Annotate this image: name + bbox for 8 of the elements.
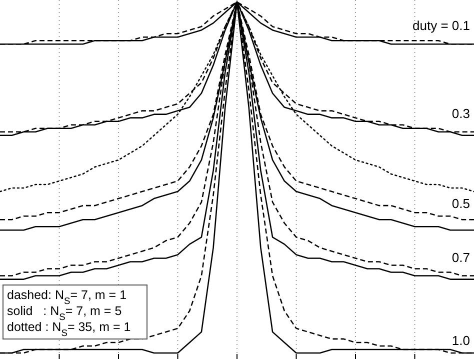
annotation: 0.7 [452,250,470,265]
annotation: dotted : N$_{S}$= 35, m = 1 [7,320,131,338]
annotation: 1.0 [452,333,470,348]
annotation: duty = 0.1 [412,18,470,33]
annotation: 0.3 [452,106,470,121]
annotation: 0.5 [452,196,470,211]
annotation: dashed: N$_{S}$= 7, m = 1 [7,288,127,306]
annotation: solid : N$_{S}$= 7, m = 5 [7,304,122,322]
